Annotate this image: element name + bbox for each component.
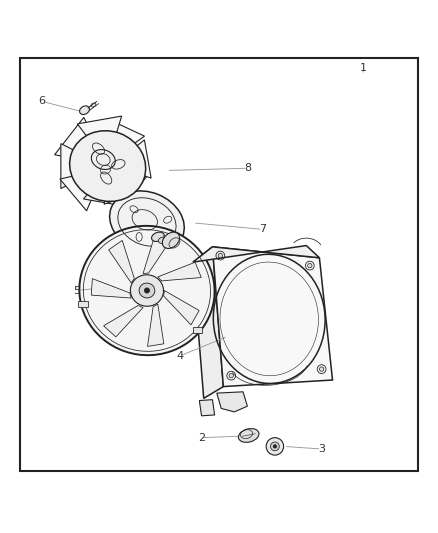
- Polygon shape: [84, 184, 119, 205]
- Polygon shape: [126, 140, 151, 178]
- Ellipse shape: [273, 445, 277, 448]
- Polygon shape: [217, 392, 247, 412]
- Polygon shape: [119, 174, 147, 203]
- Polygon shape: [199, 400, 215, 416]
- Polygon shape: [78, 116, 122, 148]
- Ellipse shape: [70, 131, 146, 201]
- Polygon shape: [193, 246, 319, 262]
- Polygon shape: [109, 240, 134, 283]
- Ellipse shape: [145, 288, 150, 293]
- Ellipse shape: [152, 232, 164, 241]
- Ellipse shape: [139, 283, 155, 298]
- Polygon shape: [78, 301, 88, 307]
- Ellipse shape: [307, 263, 312, 268]
- Text: 5: 5: [74, 286, 81, 295]
- Ellipse shape: [266, 438, 284, 455]
- Ellipse shape: [238, 429, 259, 442]
- Polygon shape: [212, 247, 332, 386]
- Polygon shape: [104, 182, 135, 204]
- Polygon shape: [55, 117, 98, 161]
- Polygon shape: [107, 119, 145, 151]
- Polygon shape: [60, 173, 98, 211]
- Polygon shape: [193, 327, 202, 333]
- Ellipse shape: [131, 275, 163, 306]
- Polygon shape: [61, 143, 88, 189]
- Ellipse shape: [271, 442, 279, 451]
- Ellipse shape: [159, 237, 166, 244]
- Ellipse shape: [110, 191, 184, 253]
- Ellipse shape: [162, 232, 180, 248]
- Text: 3: 3: [318, 444, 325, 454]
- Text: 1: 1: [360, 63, 367, 73]
- Polygon shape: [91, 279, 131, 298]
- Text: 8: 8: [244, 163, 251, 173]
- Ellipse shape: [80, 106, 89, 115]
- Text: 4: 4: [176, 351, 183, 361]
- Polygon shape: [158, 262, 201, 281]
- Text: 2: 2: [198, 433, 205, 442]
- Ellipse shape: [79, 226, 215, 355]
- Polygon shape: [163, 290, 199, 325]
- Text: 7: 7: [259, 224, 266, 235]
- Text: 6: 6: [39, 96, 46, 107]
- Polygon shape: [193, 247, 223, 398]
- Ellipse shape: [229, 374, 233, 378]
- Polygon shape: [148, 304, 164, 346]
- Ellipse shape: [319, 367, 324, 372]
- Ellipse shape: [218, 253, 223, 258]
- Polygon shape: [104, 305, 143, 337]
- Polygon shape: [143, 235, 171, 273]
